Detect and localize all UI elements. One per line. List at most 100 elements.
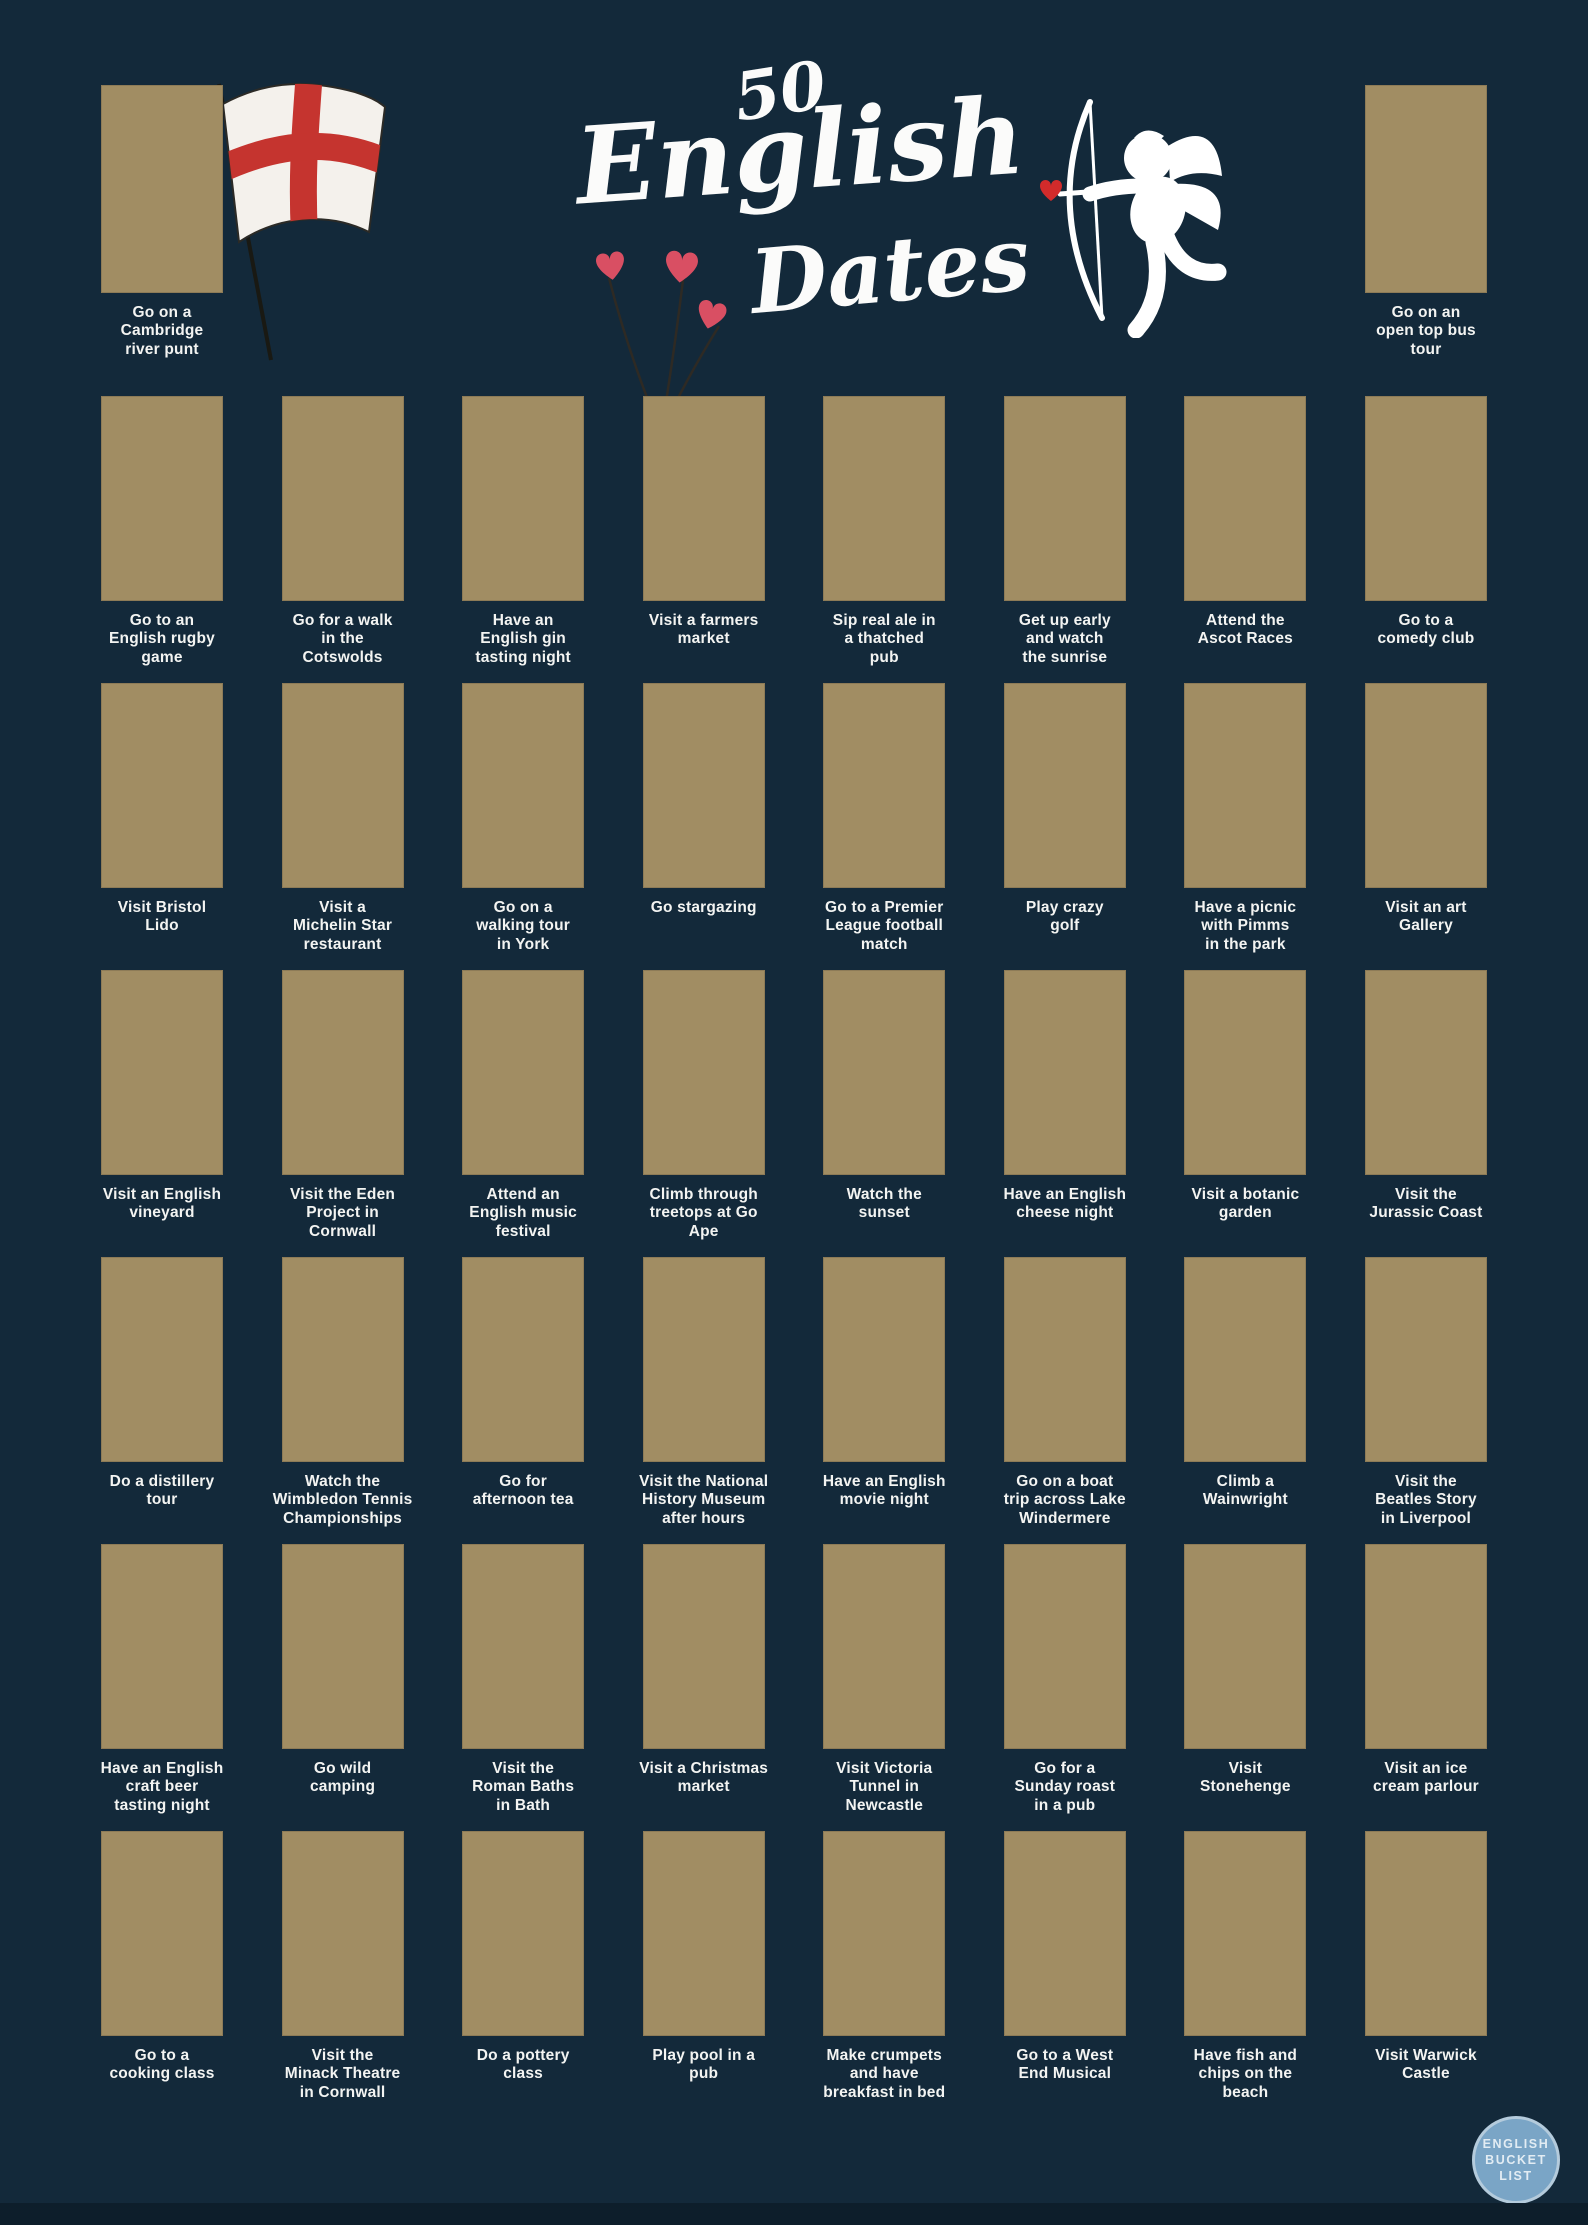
scratch-cell: Visit an English vineyard: [101, 970, 223, 1257]
scratch-panel: [101, 1831, 223, 2036]
scratch-panel: [462, 970, 585, 1175]
scratch-cell: Do a distillery tour: [101, 1257, 223, 1544]
scratch-panel: [642, 1831, 765, 2036]
logo-line: LIST: [1499, 2169, 1533, 2184]
scratch-cell: Make crumpets and have breakfast in bed: [823, 1831, 946, 2118]
cupid-icon: [1040, 99, 1227, 338]
scratch-cell: Visit Bristol Lido: [101, 683, 223, 970]
date-idea-label: Make crumpets and have breakfast in bed: [823, 2047, 946, 2101]
date-idea-label: Go to an English rugby game: [109, 612, 215, 666]
date-idea-label: Have an English movie night: [822, 1473, 946, 1509]
scratch-panel: [462, 1831, 585, 2036]
date-idea-label: Visit the Jurassic Coast: [1369, 1186, 1483, 1222]
date-idea-label: Visit an art Gallery: [1385, 899, 1467, 935]
date-idea-label: Have an English craft beer tasting night: [100, 1760, 224, 1814]
date-idea-label: Go on an open top bus tour: [1376, 304, 1476, 358]
scratch-panel: [1364, 683, 1487, 888]
scratch-panel: [281, 1831, 404, 2036]
scratch-cell: Go for a Sunday roast in a pub: [1003, 1544, 1126, 1831]
scratch-cell: Have a picnic with Pimms in the park: [1184, 683, 1307, 970]
date-idea-label: Visit the Minack Theatre in Cornwall: [284, 2047, 401, 2101]
scratch-cell: Go on a boat trip across Lake Windermere: [1004, 1257, 1126, 1544]
scratch-panel: [1364, 1544, 1487, 1749]
scratch-cell: Go to a cooking class: [101, 1831, 223, 2118]
scratch-panel: [462, 396, 585, 601]
scratch-cell: Do a pottery class: [462, 1831, 585, 2118]
scratch-panel: [462, 683, 585, 888]
scratch-panel: [1364, 970, 1487, 1175]
date-idea-label: Visit a botanic garden: [1191, 1186, 1300, 1222]
date-idea-label: Go on a boat trip across Lake Windermere: [1003, 1473, 1126, 1527]
scratch-cell: Visit the Beatles Story in Liverpool: [1364, 1257, 1487, 1544]
scratch-cell: Go on a walking tour in York: [462, 683, 585, 970]
date-idea-label: Attend the Ascot Races: [1197, 612, 1293, 648]
scratch-panel: [642, 683, 765, 888]
date-idea-label: Visit a Michelin Star restaurant: [293, 899, 393, 953]
scratch-cell: Go for afternoon tea: [462, 1257, 585, 1544]
date-idea-label: Visit Victoria Tunnel in Newcastle: [836, 1760, 933, 1814]
date-idea-label: Visit the National History Museum after …: [639, 1473, 769, 1527]
scratch-cell: Have fish and chips on the beach: [1184, 1831, 1307, 2118]
scratch-cell: Attend an English music festival: [462, 970, 585, 1257]
scratch-cell: Play crazy golf: [1003, 683, 1126, 970]
scratch-cell: Visit a farmers market: [642, 396, 765, 683]
date-idea-label: Play pool in a pub: [652, 2047, 756, 2083]
scratch-panel: [101, 1544, 223, 1749]
scratch-cell: Have an English cheese night: [1003, 970, 1126, 1257]
date-idea-label: Visit an ice cream parlour: [1372, 1760, 1479, 1796]
scratch-cell: Go to a Premier League football match: [823, 683, 946, 970]
scratch-cell: Visit the Jurassic Coast: [1364, 970, 1487, 1257]
footer-strip: [0, 2203, 1588, 2225]
scratch-panel: [642, 1257, 765, 1462]
scratch-panel: [1364, 396, 1487, 601]
date-idea-label: Climb a Wainwright: [1202, 1473, 1288, 1509]
scratch-panel: [101, 970, 223, 1175]
scratch-panel: [1003, 396, 1126, 601]
scratch-cell: Have an English gin tasting night: [462, 396, 585, 683]
date-idea-label: Go to a cooking class: [109, 2047, 215, 2083]
england-flag-icon: [217, 83, 387, 361]
scratch-cell: Go on a Cambridge river punt: [101, 85, 223, 359]
date-idea-label: Watch the sunset: [846, 1186, 922, 1222]
scratch-panel: [642, 396, 765, 601]
scratch-cell: Watch the sunset: [823, 970, 946, 1257]
scratch-cell: Go for a walk in the Cotswolds: [281, 396, 404, 683]
scratch-panel: [823, 1544, 946, 1749]
scratch-panel: [1003, 683, 1126, 888]
date-idea-label: Have fish and chips on the beach: [1193, 2047, 1298, 2101]
date-idea-label: Have an English gin tasting night: [475, 612, 571, 666]
scratch-panel: [281, 683, 404, 888]
logo-line: ENGLISH: [1482, 2136, 1550, 2151]
scratch-cell: Get up early and watch the sunrise: [1003, 396, 1126, 683]
scratch-panel: [101, 683, 223, 888]
scratch-cell: Go stargazing: [642, 683, 765, 970]
date-idea-label: Visit Warwick Castle: [1375, 2047, 1477, 2083]
scratch-panel: [1003, 1257, 1126, 1462]
scratch-panel: [823, 1831, 946, 2036]
date-idea-label: Visit an English vineyard: [102, 1186, 222, 1222]
date-idea-label: Visit the Beatles Story in Liverpool: [1375, 1473, 1477, 1527]
scratch-cell: Go to a comedy club: [1364, 396, 1487, 683]
date-idea-label: Go wild camping: [309, 1760, 376, 1796]
scratch-panel: [823, 683, 946, 888]
scratch-panel: [101, 85, 223, 293]
date-idea-label: Visit the Eden Project in Cornwall: [290, 1186, 396, 1240]
date-idea-label: Go to a West End Musical: [1016, 2047, 1114, 2083]
scratch-cell: Visit the National History Museum after …: [639, 1257, 768, 1544]
scratch-panel: [281, 1544, 404, 1749]
english-bucket-list-logo: ENGLISH BUCKET LIST: [1472, 2116, 1560, 2204]
scratch-panel: [462, 1544, 585, 1749]
scratch-panel: [1184, 1831, 1307, 2036]
scratch-grid: Go to an English rugby game Go for a wal…: [101, 396, 1487, 2118]
scratch-cell: Sip real ale in a thatched pub: [823, 396, 946, 683]
title-sub: Dates: [746, 206, 1034, 334]
scratch-panel: [281, 396, 404, 601]
logo-line: BUCKET: [1485, 2152, 1547, 2167]
scratch-cell: Climb a Wainwright: [1184, 1257, 1307, 1544]
scratch-cell: Have an English movie night: [823, 1257, 945, 1544]
scratch-cell: Have an English craft beer tasting night: [101, 1544, 223, 1831]
scratch-panel: [462, 1257, 585, 1462]
scratch-cell: Visit the Minack Theatre in Cornwall: [281, 1831, 404, 2118]
date-idea-label: Go to a comedy club: [1377, 612, 1475, 648]
